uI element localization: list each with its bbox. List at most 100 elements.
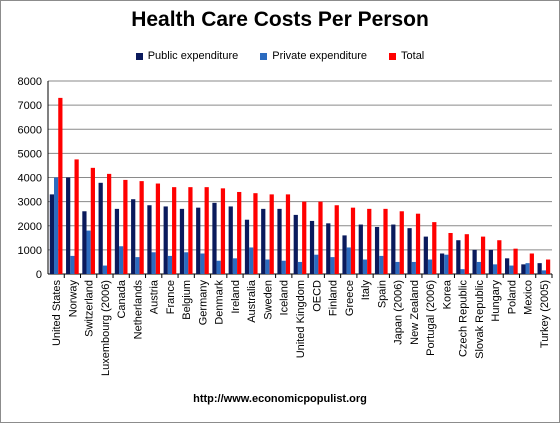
bar-public (179, 208, 185, 274)
bar-total (302, 201, 307, 274)
y-tick-label: 3000 (18, 197, 42, 209)
chart-title: Health Care Costs Per Person (131, 8, 429, 31)
bar-total (139, 181, 144, 274)
bar-total (237, 191, 242, 274)
bar-public (163, 206, 168, 274)
bar-total (318, 201, 323, 274)
x-category-label: Greece (344, 280, 356, 316)
bar-public (309, 220, 315, 274)
bar-total (497, 240, 502, 274)
bar-public (326, 223, 331, 274)
bar-total (123, 179, 128, 274)
bar-public (293, 214, 298, 274)
x-category-label: France (165, 280, 177, 314)
legend-item-public: Public expenditure (135, 50, 238, 62)
y-tick-label: 7000 (18, 100, 42, 112)
bar-total (480, 236, 486, 274)
bar-total (383, 208, 388, 274)
legend-label-private: Private expenditure (272, 50, 368, 62)
x-category-label: OECD (311, 280, 323, 312)
x-category-label: Slovak Republic (474, 280, 486, 359)
x-category-label: Finland (328, 280, 340, 316)
bar-private (249, 247, 254, 274)
y-tick-label: 4000 (18, 173, 42, 185)
x-category-label: Germany (197, 280, 209, 326)
bar-private (460, 269, 465, 274)
bar-public (196, 207, 201, 274)
bar-public (537, 263, 542, 274)
bar-private (184, 252, 189, 274)
bar-private (216, 260, 221, 274)
x-category-label: Iceland (279, 280, 291, 315)
y-tick-label: 6000 (18, 124, 42, 136)
x-category-label: United Kingdom (295, 280, 307, 358)
bar-public (66, 177, 71, 274)
bar-private (102, 265, 108, 274)
bar-total (90, 167, 95, 274)
bar-public (505, 258, 510, 274)
y-tick-label: 0 (36, 269, 42, 281)
bar-total (399, 211, 404, 274)
bar-public (131, 199, 136, 274)
bar-public (439, 253, 445, 274)
bar-private (395, 261, 400, 274)
bar-private (86, 230, 91, 274)
y-tick-label: 8000 (18, 76, 42, 88)
bar-public (244, 219, 250, 274)
bar-public (261, 208, 266, 274)
bar-public (521, 264, 526, 274)
legend-item-private: Private expenditure (260, 50, 367, 62)
bar-total (172, 187, 177, 274)
bar-private (70, 255, 75, 274)
bar-private (411, 261, 416, 274)
bar-public (488, 249, 493, 274)
x-category-label: Portugal (2006) (425, 280, 437, 356)
legend-swatch-total (389, 52, 397, 60)
x-category-label: Mexico (523, 280, 535, 315)
x-category-label: Poland (506, 280, 518, 314)
x-category-label: Hungary (490, 280, 502, 322)
bar-private (362, 259, 368, 274)
bar-private (119, 246, 124, 274)
bar-total (285, 194, 291, 274)
bar-private (330, 257, 335, 274)
bar-public (391, 224, 396, 274)
y-tick-label: 1000 (18, 245, 42, 257)
x-category-label: Korea (441, 279, 453, 309)
bar-total (58, 97, 63, 274)
x-category-label: Australia (246, 279, 258, 323)
y-tick-label: 2000 (18, 221, 42, 233)
bar-public (49, 194, 55, 274)
bar-public (147, 205, 152, 274)
bar-total (464, 234, 469, 274)
legend-swatch-private (260, 52, 268, 60)
x-category-label: Luxembourg (2006) (100, 280, 112, 376)
source-url: http://www.economicpopulist.org (193, 393, 367, 405)
bar-private (54, 177, 59, 274)
bar-total (529, 253, 534, 274)
bar-private (379, 255, 384, 274)
bar-total (269, 194, 274, 274)
x-category-label: Ireland (230, 280, 242, 314)
x-category-label: Denmark (214, 280, 226, 325)
bar-total (334, 205, 339, 274)
x-category-label: New Zealand (409, 280, 421, 345)
bar-private (476, 261, 481, 274)
bar-total (204, 187, 209, 274)
bar-public (374, 226, 380, 274)
bar-public (423, 236, 428, 274)
bar-private (525, 263, 530, 274)
legend-swatch-public (135, 52, 143, 60)
bar-private (167, 255, 173, 274)
x-category-label: Austria (149, 279, 161, 314)
bar-public (114, 208, 120, 274)
bar-total (74, 159, 79, 274)
bar-private (135, 257, 140, 274)
bar-public (407, 228, 412, 274)
bar-total (350, 207, 356, 274)
legend-label-total: Total (401, 50, 425, 62)
bar-public (472, 249, 477, 274)
x-category-label: Switzerland (84, 280, 96, 337)
bar-private (444, 254, 449, 274)
